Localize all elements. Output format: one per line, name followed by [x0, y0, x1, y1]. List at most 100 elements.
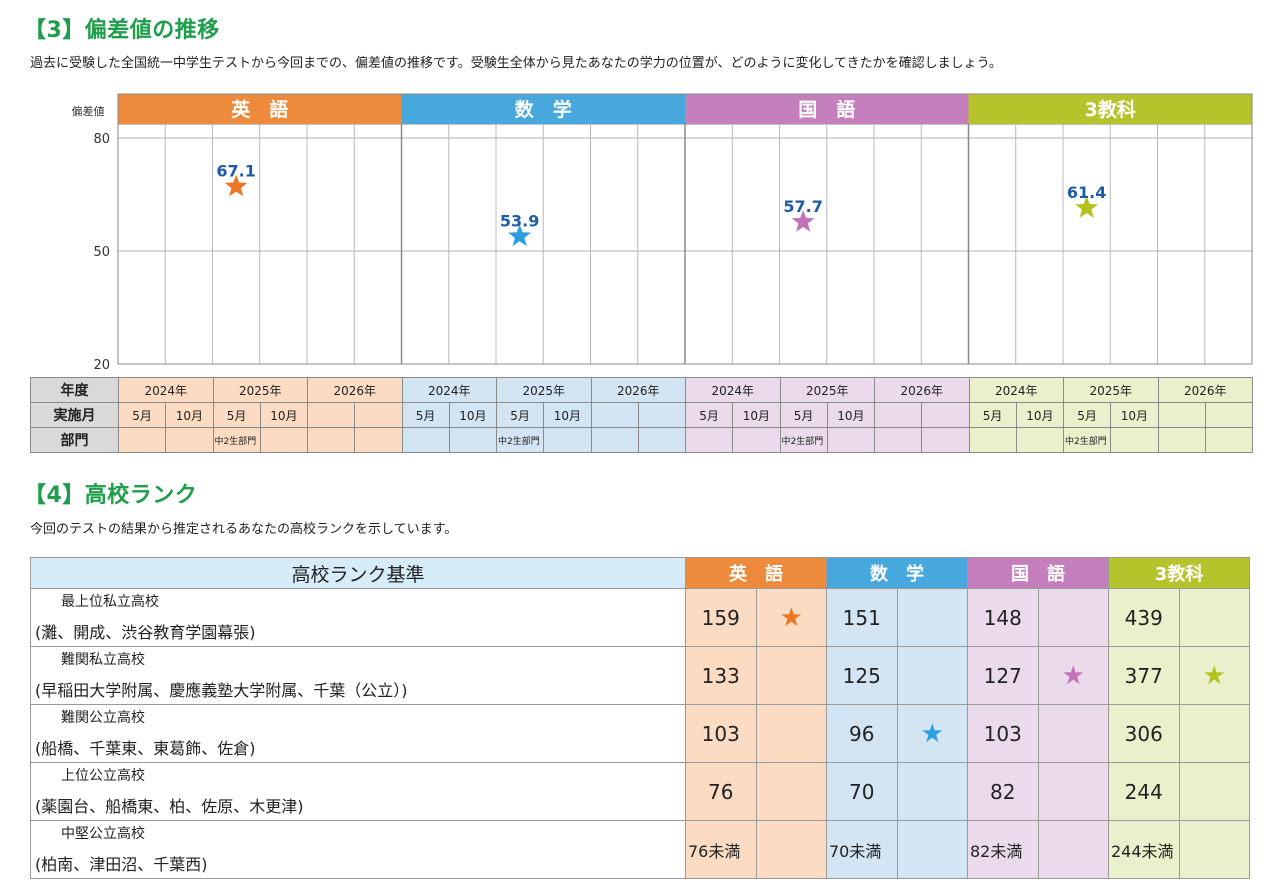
- score-threshold: 125: [826, 646, 898, 705]
- year-cell: 2025年: [212, 377, 308, 403]
- month-cell: [1157, 402, 1206, 428]
- rank-schools: (早稲田大学附属、慶應義塾大学附属、千葉（公立）): [35, 681, 408, 700]
- panel-header: [685, 94, 969, 124]
- year-cell: 2024年: [968, 377, 1064, 403]
- score-threshold: 127: [967, 646, 1039, 705]
- month-cell: 5月: [779, 402, 828, 428]
- division-cell: [1110, 427, 1159, 453]
- mark-cell: [755, 646, 827, 705]
- month-cell: 10月: [1110, 402, 1159, 428]
- mark-cell: [1037, 820, 1109, 879]
- data-point-label: 61.4: [1067, 183, 1106, 202]
- deviation-chart: 偏差値 80 50 20 英 語 67.1 数 学 53.9 国 語 57.7 3教科 61.4: [72, 93, 1253, 373]
- score-threshold: 82未満: [967, 820, 1039, 879]
- month-cell: 10月: [259, 402, 309, 428]
- criteria-header: 高校ランク基準: [30, 557, 686, 589]
- year-cell: 2024年: [401, 377, 497, 403]
- rank-name: 難関私立高校: [61, 652, 145, 668]
- rank-name: 最上位私立高校: [61, 594, 159, 610]
- month-cell: 10月: [543, 402, 592, 428]
- panel-header: [401, 94, 685, 124]
- year-cell: 2025年: [496, 377, 592, 403]
- month-cell: 5月: [117, 402, 167, 428]
- mark-cell: [1178, 820, 1250, 879]
- score-threshold: 159: [685, 588, 757, 647]
- division-cell: [401, 427, 450, 453]
- row-label: 実施月: [30, 402, 119, 428]
- division-cell: 中2生部門: [495, 427, 545, 453]
- division-cell: [732, 427, 781, 453]
- star-icon: ★: [755, 588, 827, 647]
- rank-schools: (船橋、千葉東、東葛飾、佐倉): [35, 739, 256, 758]
- score-threshold: 133: [685, 646, 757, 705]
- table-row: 難関私立高校 (早稲田大学附属、慶應義塾大学附属、千葉（公立）) 133 125 127…: [30, 646, 1250, 705]
- y-tick-label: 50: [93, 245, 110, 260]
- mark-cell: [896, 762, 968, 821]
- score-threshold: 103: [967, 704, 1039, 763]
- division-cell: [448, 427, 498, 453]
- division-cell: [873, 427, 923, 453]
- data-point-label: 57.7: [783, 197, 822, 216]
- month-cell: [873, 402, 923, 428]
- mark-cell: [1037, 704, 1109, 763]
- score-threshold: 306: [1108, 704, 1180, 763]
- division-cell: [921, 427, 970, 453]
- y-tick-label: 80: [93, 132, 110, 147]
- chart-bottom-table: 年度 2024年 2025年 2026年 2024年 2025年 2026年 2024年 202…: [30, 377, 1254, 453]
- year-cell: 2026年: [874, 377, 970, 403]
- division-cell: [637, 427, 687, 453]
- row-label: 部門: [30, 427, 119, 453]
- month-cell: 5月: [1062, 402, 1112, 428]
- star-icon: ★: [896, 704, 968, 763]
- subject-header: 国 語: [967, 557, 1109, 589]
- rank-name: 難関公立高校: [61, 710, 145, 726]
- panel-header-label: 国 語: [798, 98, 855, 121]
- score-threshold: 439: [1108, 588, 1180, 647]
- division-cell: [1204, 427, 1254, 453]
- month-cell: 5月: [495, 402, 545, 428]
- year-cell: 2024年: [118, 377, 214, 403]
- rank-criteria-cell: 難関公立高校 (船橋、千葉東、東葛飾、佐倉): [30, 704, 686, 763]
- division-cell: 中2生部門: [1062, 427, 1112, 453]
- chart-border: [117, 93, 1253, 365]
- month-cell: 5月: [401, 402, 450, 428]
- score-threshold: 82: [967, 762, 1039, 821]
- division-cell: 中2生部門: [779, 427, 828, 453]
- data-point-star: [791, 210, 815, 232]
- division-cell: [354, 427, 403, 453]
- score-threshold: 244: [1108, 762, 1180, 821]
- year-cell: 2025年: [779, 377, 875, 403]
- division-cell: [165, 427, 214, 453]
- panel-header: [118, 94, 402, 124]
- rank-table: 高校ランク基準英 語数 学国 語 3教科 最上位私立高校 (灘、開成、渋谷教育学園幕張…: [30, 557, 1250, 879]
- mark-cell: [896, 820, 968, 879]
- table-row: 上位公立高校 (薬園台、船橋東、柏、佐原、木更津) 76 70 82 244: [30, 762, 1250, 821]
- month-cell: 10月: [732, 402, 781, 428]
- rank-schools: (灘、開成、渋谷教育学園幕張): [35, 623, 256, 642]
- month-cell: 10月: [165, 402, 214, 428]
- year-cell: 2026年: [1157, 377, 1253, 403]
- table-row: 難関公立高校 (船橋、千葉東、東葛飾、佐倉) 103 96 ★ 103 306: [30, 704, 1250, 763]
- rank-schools: (柏南、津田沼、千葉西): [35, 855, 208, 874]
- section4-title: 【4】高校ランク: [24, 483, 198, 508]
- rank-name: 中堅公立高校: [61, 826, 145, 842]
- mark-cell: [896, 646, 968, 705]
- month-cell: [921, 402, 970, 428]
- year-cell: 2026年: [307, 377, 403, 403]
- table-row: 最上位私立高校 (灘、開成、渋谷教育学園幕張) 159 ★ 151 148 439: [30, 588, 1250, 647]
- month-cell: 5月: [968, 402, 1017, 428]
- mark-cell: [1178, 588, 1250, 647]
- year-cell: 2026年: [590, 377, 686, 403]
- rank-name: 上位公立高校: [61, 768, 145, 784]
- division-cell: [1157, 427, 1206, 453]
- mark-cell: [1037, 588, 1109, 647]
- division-cell: [684, 427, 734, 453]
- subject-header: 英 語: [685, 557, 827, 589]
- score-threshold: 244未満: [1108, 820, 1180, 879]
- rank-criteria-cell: 上位公立高校 (薬園台、船橋東、柏、佐原、木更津): [30, 762, 686, 821]
- division-cell: [590, 427, 639, 453]
- division-cell: [259, 427, 309, 453]
- panel-header-label: 3教科: [1085, 98, 1136, 121]
- data-point-star: [1075, 196, 1098, 218]
- table-row: 中堅公立高校 (柏南、津田沼、千葉西) 76未満 70未満 82未満 244未満: [30, 820, 1250, 879]
